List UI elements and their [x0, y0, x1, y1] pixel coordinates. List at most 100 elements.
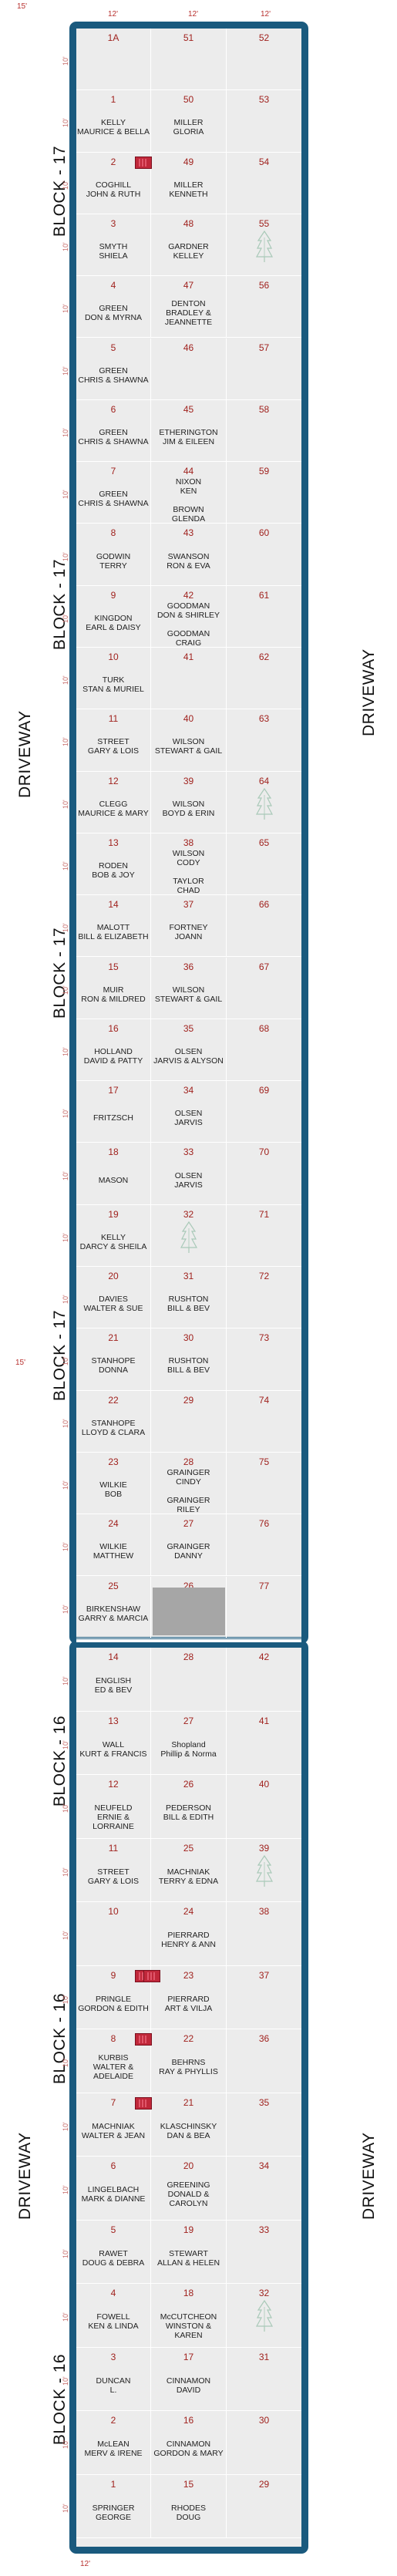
- block16-plot[interactable]: 3 DUNCAN L.: [76, 2347, 151, 2411]
- block17-plot[interactable]: 51: [151, 29, 227, 91]
- block16-plot[interactable]: 30: [227, 2411, 301, 2475]
- block16-plot[interactable]: 33: [227, 2221, 301, 2284]
- block17-plot[interactable]: 23 WILKIE BOB: [76, 1452, 151, 1515]
- block17-plot[interactable]: 71: [227, 1205, 301, 1267]
- block17-plot[interactable]: 28 GRAINGER CINDY GRAINGER RILEY: [151, 1452, 227, 1515]
- block17-plot[interactable]: 68: [227, 1019, 301, 1082]
- block17-plot[interactable]: 1 KELLY MAURICE & BELLA: [76, 90, 151, 153]
- block17-plot[interactable]: 53: [227, 90, 301, 153]
- block16-plot[interactable]: 9 PRINGLE GORDON & EDITH: [76, 1965, 152, 2029]
- block17-plot[interactable]: 76: [227, 1514, 301, 1577]
- block16-plot[interactable]: 36: [227, 2029, 301, 2093]
- block16-plot[interactable]: 26 PEDERSON BILL & EDITH: [151, 1775, 227, 1839]
- block16-plot[interactable]: 14 ENGLISH ED & BEV: [76, 1648, 151, 1712]
- block16-plot[interactable]: 41: [227, 1712, 301, 1775]
- block16-plot[interactable]: 18 McCUTCHEON WINSTON & KAREN: [151, 2284, 227, 2348]
- block17-plot[interactable]: 62: [227, 648, 301, 710]
- block16-plot[interactable]: 2 McLEAN MERV & IRENE: [76, 2411, 151, 2475]
- block17-plot[interactable]: 69: [227, 1081, 301, 1143]
- block17-plot[interactable]: 6 GREEN CHRIS & SHAWNA: [76, 399, 151, 463]
- block17-plot[interactable]: 42 GOODMAN DON & SHIRLEY GOODMAN CRAIG: [151, 585, 227, 648]
- block16-plot[interactable]: 25 MACHNIAK TERRY & EDNA: [151, 1838, 227, 1902]
- block16-plot[interactable]: 10: [76, 1902, 151, 1966]
- block17-plot[interactable]: 54: [227, 153, 301, 214]
- block16-plot[interactable]: 4 FOWELL KEN & LINDA: [76, 2284, 151, 2348]
- block17-plot[interactable]: 29: [151, 1390, 227, 1453]
- block16-plot[interactable]: 42: [227, 1648, 301, 1712]
- block17-plot[interactable]: 35 OLSEN JARVIS & ALYSON: [151, 1019, 227, 1082]
- block17-plot[interactable]: 39 WILSON BOYD & ERIN: [151, 771, 227, 833]
- block17-plot[interactable]: 12 CLEGG MAURICE & MARY: [76, 771, 151, 833]
- block17-plot[interactable]: 16 HOLLAND DAVID & PATTY: [76, 1019, 151, 1082]
- block17-plot[interactable]: 14 MALOTT BILL & ELIZABETH: [76, 895, 151, 958]
- block17-plot[interactable]: 66: [227, 895, 301, 958]
- block17-plot[interactable]: 31 RUSHTON BILL & BEV: [151, 1267, 227, 1329]
- block16-plot[interactable]: 5 RAWET DOUG & DEBRA: [76, 2220, 151, 2284]
- block17-plot[interactable]: 13 RODEN BOB & JOY: [76, 833, 151, 896]
- block17-plot[interactable]: 47 DENTON BRADLEY & JEANNETTE: [151, 276, 227, 338]
- block16-plot[interactable]: 32: [227, 2284, 301, 2348]
- block17-plot[interactable]: 9 KINGDON EARL & DAISY: [76, 585, 151, 648]
- block17-plot[interactable]: 38 WILSON CODY TAYLOR CHAD: [151, 833, 227, 896]
- block16-plot[interactable]: 6 LINGELBACH MARK & DIANNE: [76, 2157, 151, 2221]
- block16-plot[interactable]: 11 STREET GARY & LOIS: [76, 1838, 151, 1902]
- block17-plot[interactable]: 41: [151, 648, 227, 710]
- block17-plot[interactable]: 34 OLSEN JARVIS: [151, 1081, 227, 1143]
- block16-plot[interactable]: 8 KURBIS WALTER & ADELAIDE: [76, 2029, 152, 2093]
- block16-plot[interactable]: 27 Shopland Phillip & Norma: [151, 1711, 227, 1775]
- block17-plot[interactable]: 27 GRAINGER DANNY: [151, 1514, 227, 1577]
- block17-plot[interactable]: 22 STANHOPE LLOYD & CLARA: [76, 1390, 151, 1453]
- block16-plot[interactable]: 21 KLASCHINSKY DAN & BEA: [151, 2093, 227, 2157]
- block17-plot[interactable]: 64: [227, 772, 301, 833]
- block17-plot[interactable]: 73: [227, 1328, 301, 1391]
- block17-plot[interactable]: 33 OLSEN JARVIS: [151, 1143, 227, 1205]
- block17-plot[interactable]: 25 BIRKENSHAW GARRY & MARCIA: [76, 1576, 151, 1638]
- block16-plot[interactable]: 20 GREENING DONALD & CAROLYN: [151, 2157, 227, 2221]
- block16-plot[interactable]: 23 PIERRARD ART & VILJA: [143, 1965, 227, 2029]
- block17-plot[interactable]: 7 GREEN CHRIS & SHAWNA: [76, 462, 151, 524]
- block17-plot[interactable]: 11 STREET GARY & LOIS: [76, 709, 151, 772]
- block17-plot[interactable]: 52: [227, 29, 301, 91]
- block17-plot[interactable]: 57: [227, 338, 301, 400]
- block16-plot[interactable]: 19 STEWART ALLAN & HELEN: [151, 2220, 227, 2284]
- block17-plot[interactable]: 5 GREEN CHRIS & SHAWNA: [76, 338, 151, 400]
- block17-plot[interactable]: 3 SMYTH SHIELA: [76, 214, 151, 277]
- block16-plot[interactable]: 40: [227, 1775, 301, 1839]
- block16-plot[interactable]: 7 MACHNIAK WALTER & JEAN: [76, 2093, 152, 2157]
- block17-plot[interactable]: 63: [227, 709, 301, 772]
- block17-plot[interactable]: 77: [227, 1577, 301, 1638]
- block17-plot[interactable]: 40 WILSON STEWART & GAIL: [151, 709, 227, 772]
- block17-plot[interactable]: 74: [227, 1391, 301, 1453]
- block17-plot[interactable]: 8 GODWIN TERRY: [76, 524, 151, 586]
- block16-plot[interactable]: 28: [151, 1648, 227, 1712]
- block17-plot[interactable]: 60: [227, 524, 301, 586]
- block17-plot[interactable]: 49 MILLER KENNETH: [151, 152, 227, 214]
- block16-plot[interactable]: 22 BEHRNS RAY & PHYLLIS: [151, 2029, 227, 2093]
- block16-plot[interactable]: 39: [227, 1839, 301, 1902]
- block17-plot[interactable]: 59: [227, 462, 301, 524]
- block16-plot[interactable]: 24 PIERRARD HENRY & ANN: [151, 1902, 227, 1966]
- block17-plot[interactable]: 72: [227, 1267, 301, 1329]
- block17-plot[interactable]: 67: [227, 958, 301, 1019]
- block17-plot[interactable]: 19 KELLY DARCY & SHEILA: [76, 1204, 151, 1267]
- block17-plot[interactable]: 18 MASON: [76, 1143, 151, 1205]
- block16-plot[interactable]: 35: [227, 2093, 301, 2157]
- block17-plot[interactable]: 50 MILLER GLORIA: [151, 90, 227, 153]
- block17-plot[interactable]: 61: [227, 586, 301, 648]
- block17-plot[interactable]: 58: [227, 400, 301, 463]
- block16-plot[interactable]: 15 RHODES DOUG: [151, 2474, 227, 2538]
- block17-plot[interactable]: 32: [151, 1204, 227, 1267]
- block16-plot[interactable]: 1 SPRINGER GEORGE: [76, 2474, 151, 2538]
- block16-plot[interactable]: 17 CINNAMON DAVID: [151, 2347, 227, 2411]
- block16-plot[interactable]: 37: [227, 1966, 301, 2029]
- block17-plot[interactable]: 15 MUIR RON & MILDRED: [76, 957, 151, 1019]
- block17-plot[interactable]: 2 COGHILL JOHN & RUTH: [76, 152, 152, 214]
- block17-plot[interactable]: 75: [227, 1453, 301, 1515]
- block17-plot[interactable]: 21 STANHOPE DONNA: [76, 1328, 151, 1391]
- block17-plot[interactable]: 70: [227, 1143, 301, 1205]
- block17-plot[interactable]: 43 SWANSON RON & EVA: [151, 524, 227, 586]
- block16-plot[interactable]: 34: [227, 2157, 301, 2221]
- block17-plot[interactable]: 55: [227, 214, 301, 277]
- block17-plot[interactable]: 48 GARDNER KELLEY: [151, 214, 227, 277]
- block16-plot[interactable]: 29: [227, 2475, 301, 2538]
